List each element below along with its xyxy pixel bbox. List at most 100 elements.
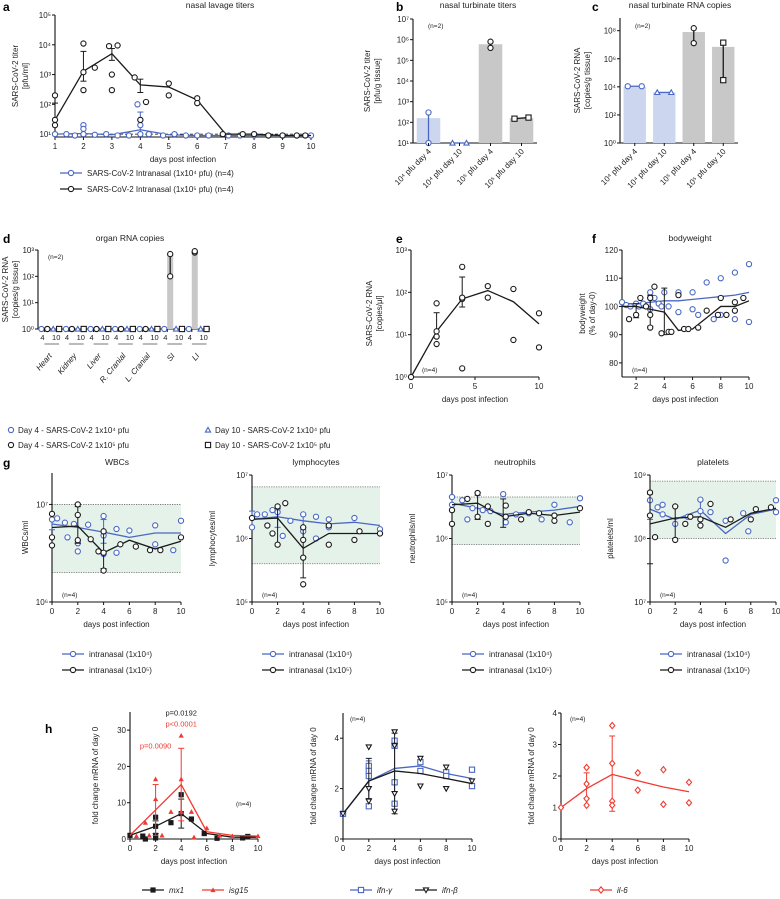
data-point bbox=[300, 581, 307, 588]
y-tick-label: 10⁰ bbox=[395, 373, 407, 382]
legend-item: intranasal (1x10⁵) bbox=[462, 666, 552, 675]
data-point bbox=[731, 299, 739, 306]
data-point bbox=[146, 546, 154, 554]
data-point bbox=[74, 325, 82, 332]
y-tick-label: 80 bbox=[609, 359, 618, 368]
data-point bbox=[279, 532, 286, 540]
y-axis-label: neutrophils/ml bbox=[408, 513, 417, 563]
data-point bbox=[80, 40, 87, 47]
y-tick-label: 10⁵ bbox=[236, 598, 248, 607]
data-point bbox=[91, 64, 98, 71]
organ-label: Liver bbox=[85, 351, 103, 370]
data-point bbox=[95, 548, 102, 555]
day-label: 10 bbox=[52, 333, 60, 342]
data-point bbox=[484, 520, 491, 528]
y-tick-label: 2 bbox=[335, 785, 340, 794]
y-tick-label: 10⁵ bbox=[397, 56, 409, 65]
data-point bbox=[675, 292, 682, 299]
data-point bbox=[300, 524, 307, 531]
data-point bbox=[710, 315, 717, 323]
data-point bbox=[484, 294, 491, 301]
x-tick-label: 10 bbox=[535, 382, 544, 391]
data-point bbox=[459, 263, 466, 270]
data-point bbox=[48, 542, 56, 549]
y-tick-label: 10⁸ bbox=[634, 535, 646, 544]
y-tick-label: 10⁷ bbox=[236, 471, 248, 480]
data-point bbox=[194, 132, 201, 139]
data-point bbox=[137, 116, 144, 124]
p-value-annotation: p=0.0192 bbox=[165, 709, 197, 718]
data-point bbox=[638, 83, 645, 90]
data-point bbox=[647, 294, 654, 302]
data-point bbox=[583, 794, 590, 803]
data-point bbox=[646, 512, 654, 519]
y-tick-label: 20 bbox=[117, 762, 126, 771]
data-point bbox=[672, 536, 679, 544]
y-axis-label: fold change mRNA of day 0 bbox=[91, 726, 100, 824]
y-tick-label: 10³ bbox=[395, 246, 407, 255]
data-point bbox=[142, 98, 150, 106]
y-tick-label: 10¹ bbox=[397, 139, 409, 148]
data-point bbox=[433, 328, 440, 335]
x-tick-label: 2 bbox=[153, 844, 158, 853]
data-point bbox=[182, 132, 189, 139]
data-point bbox=[325, 522, 332, 529]
data-point bbox=[695, 311, 702, 319]
data-point bbox=[551, 501, 558, 508]
data-point bbox=[248, 514, 256, 522]
data-point bbox=[178, 325, 186, 333]
data-point bbox=[87, 325, 94, 333]
data-point bbox=[178, 776, 184, 782]
data-point bbox=[566, 519, 573, 526]
x-tick-label: 6 bbox=[527, 607, 532, 616]
legend-marker bbox=[69, 666, 77, 674]
legend-item: intranasal (1x10⁴) bbox=[62, 650, 152, 659]
data-point bbox=[142, 836, 148, 842]
data-point bbox=[391, 743, 399, 750]
data-point bbox=[204, 825, 210, 831]
data-point bbox=[356, 528, 363, 535]
data-point bbox=[194, 99, 201, 107]
x-axis-label: days post infection bbox=[161, 857, 227, 866]
data-point bbox=[170, 546, 177, 554]
data-point bbox=[48, 516, 56, 523]
legend-marker bbox=[67, 185, 75, 193]
series-1 bbox=[339, 729, 476, 818]
x-tick-label: 8 bbox=[252, 142, 257, 151]
x-axis-label: days post infection bbox=[150, 155, 216, 164]
data-point bbox=[108, 71, 116, 78]
organ-label: Heart bbox=[34, 351, 54, 372]
y-axis-label: SARS-CoV-2 RNA bbox=[365, 280, 374, 346]
x-tick-label: 0 bbox=[409, 382, 414, 391]
y-tick-label: 10² bbox=[604, 111, 616, 120]
data-point bbox=[740, 294, 747, 302]
series-1 bbox=[448, 489, 584, 528]
day-label: 4 bbox=[40, 333, 44, 342]
y-tick-label: 10³ bbox=[22, 246, 34, 255]
panel-title: nasal lavage titers bbox=[186, 0, 255, 10]
x-tick-label: 10 bbox=[745, 382, 754, 391]
data-point bbox=[68, 325, 76, 333]
data-point bbox=[157, 546, 164, 554]
data-point bbox=[62, 325, 70, 333]
data-point bbox=[38, 325, 45, 333]
data-point bbox=[105, 42, 113, 50]
panel-e: e 10⁰ 10¹ 10² 10³ SARS-CoV-2 RNA [copies/μl] (n… bbox=[365, 232, 544, 404]
data-point bbox=[727, 516, 734, 523]
data-point bbox=[685, 778, 693, 787]
data-point bbox=[658, 330, 665, 337]
legend-label: Day 10 - SARS-CoV-2 1x10⁴ pfu bbox=[215, 426, 331, 435]
data-point bbox=[707, 500, 714, 508]
legend-label: ifn-γ bbox=[377, 886, 393, 895]
data-point bbox=[142, 325, 149, 333]
data-point bbox=[722, 557, 729, 564]
data-point bbox=[253, 511, 261, 518]
data-point bbox=[248, 524, 256, 531]
data-point bbox=[647, 324, 654, 331]
y-tick-label: 10⁹ bbox=[634, 471, 646, 480]
data-point bbox=[112, 325, 119, 333]
legend-marker bbox=[469, 650, 477, 658]
data-point bbox=[80, 325, 87, 333]
